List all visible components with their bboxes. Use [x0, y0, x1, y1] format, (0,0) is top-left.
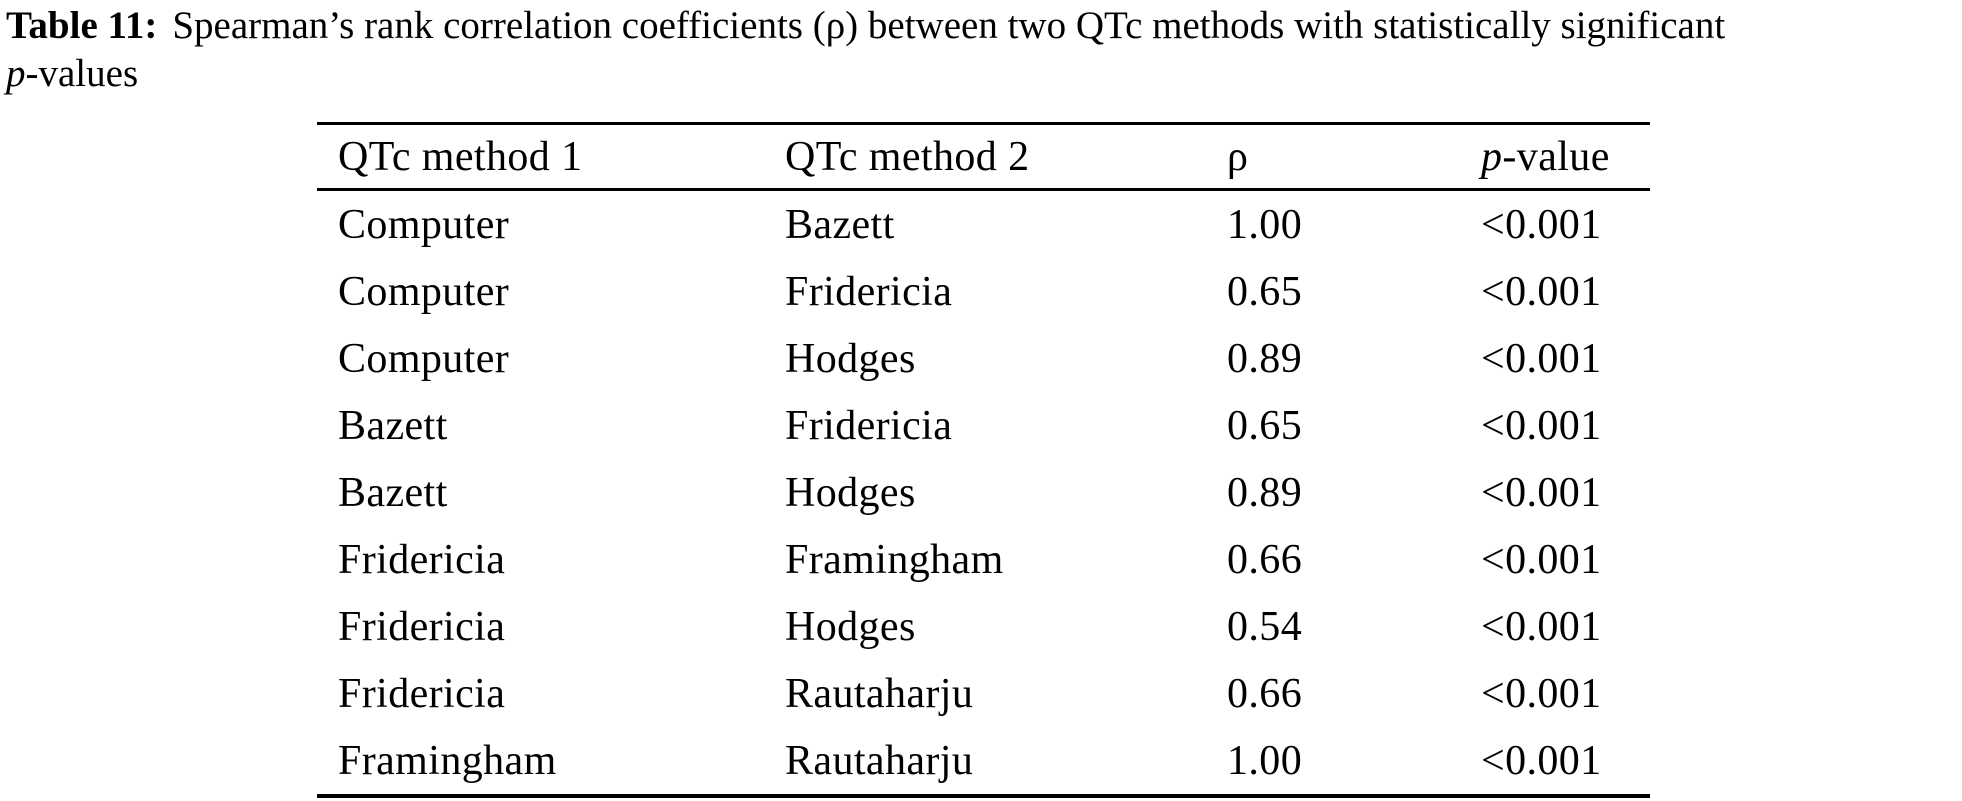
caption-text-line1: Spearman’s rank correlation coefficients…: [172, 4, 1726, 47]
cell-method2: Rautaharju: [785, 737, 974, 784]
cell-p-value: <0.001: [1481, 670, 1602, 717]
cell-p-value: <0.001: [1481, 603, 1602, 650]
cell-method1: Bazett: [338, 402, 448, 449]
table-row: Fridericia Rautaharju 0.66 <0.001: [317, 660, 1650, 727]
table-row: Computer Hodges 0.89 <0.001: [317, 325, 1650, 392]
caption-label: Table 11:: [6, 4, 158, 47]
caption-text-line2: p-values: [6, 52, 138, 95]
cell-method1: Computer: [338, 201, 510, 248]
table-row: Fridericia Hodges 0.54 <0.001: [317, 593, 1650, 660]
cell-method1: Computer: [338, 268, 510, 315]
cell-p-value: <0.001: [1481, 402, 1602, 449]
table-row: Framingham Rautaharju 1.00 <0.001: [317, 727, 1650, 796]
cell-rho: 1.00: [1227, 201, 1303, 248]
cell-p-value: <0.001: [1481, 737, 1602, 784]
column-header-p-value: p-value: [1481, 123, 1650, 191]
cell-method2: Hodges: [785, 469, 916, 516]
cell-p-value: <0.001: [1481, 201, 1602, 248]
header-row: QTc method 1 QTc method 2 ρ p-value: [317, 123, 1650, 191]
cell-method1: Computer: [338, 335, 510, 382]
p-value-italic-p: p: [1481, 133, 1503, 180]
table-row: Bazett Fridericia 0.65 <0.001: [317, 392, 1650, 459]
table-row: Bazett Hodges 0.89 <0.001: [317, 459, 1650, 526]
cell-p-value: <0.001: [1481, 536, 1602, 583]
cell-rho: 0.54: [1227, 603, 1303, 650]
correlation-table: QTc method 1 QTc method 2 ρ p-value Comp…: [317, 122, 1650, 798]
cell-rho: 0.89: [1227, 469, 1303, 516]
cell-rho: 1.00: [1227, 737, 1303, 784]
cell-rho: 0.89: [1227, 335, 1303, 382]
table-caption: Table 11: Spearman’s rank correlation coe…: [6, 2, 1725, 98]
column-header-rho: ρ: [1227, 123, 1481, 191]
cell-method2: Bazett: [785, 201, 895, 248]
column-header-qtc-method-1: QTc method 1: [317, 123, 785, 191]
cell-method2: Hodges: [785, 335, 916, 382]
cell-method1: Fridericia: [338, 536, 506, 583]
cell-method1: Bazett: [338, 469, 448, 516]
cell-rho: 0.66: [1227, 670, 1303, 717]
table-row: Fridericia Framingham 0.66 <0.001: [317, 526, 1650, 593]
cell-p-value: <0.001: [1481, 335, 1602, 382]
cell-method2: Framingham: [785, 536, 1004, 583]
cell-p-value: <0.001: [1481, 268, 1602, 315]
p-value-rest: -value: [1502, 133, 1610, 180]
caption-p-italic: p: [6, 52, 26, 95]
caption-line2-suffix: -values: [25, 52, 139, 95]
column-header-qtc-method-2: QTc method 2: [785, 123, 1227, 191]
cell-p-value: <0.001: [1481, 469, 1602, 516]
cell-method2: Fridericia: [785, 268, 953, 315]
table-row: Computer Fridericia 0.65 <0.001: [317, 258, 1650, 325]
cell-method1: Fridericia: [338, 603, 506, 650]
cell-method1: Fridericia: [338, 670, 506, 717]
table-row: Computer Bazett 1.00 <0.001: [317, 190, 1650, 259]
cell-method2: Fridericia: [785, 402, 953, 449]
cell-method1: Framingham: [338, 737, 557, 784]
cell-rho: 0.65: [1227, 402, 1303, 449]
cell-rho: 0.65: [1227, 268, 1303, 315]
cell-method2: Hodges: [785, 603, 916, 650]
cell-rho: 0.66: [1227, 536, 1303, 583]
cell-method2: Rautaharju: [785, 670, 974, 717]
